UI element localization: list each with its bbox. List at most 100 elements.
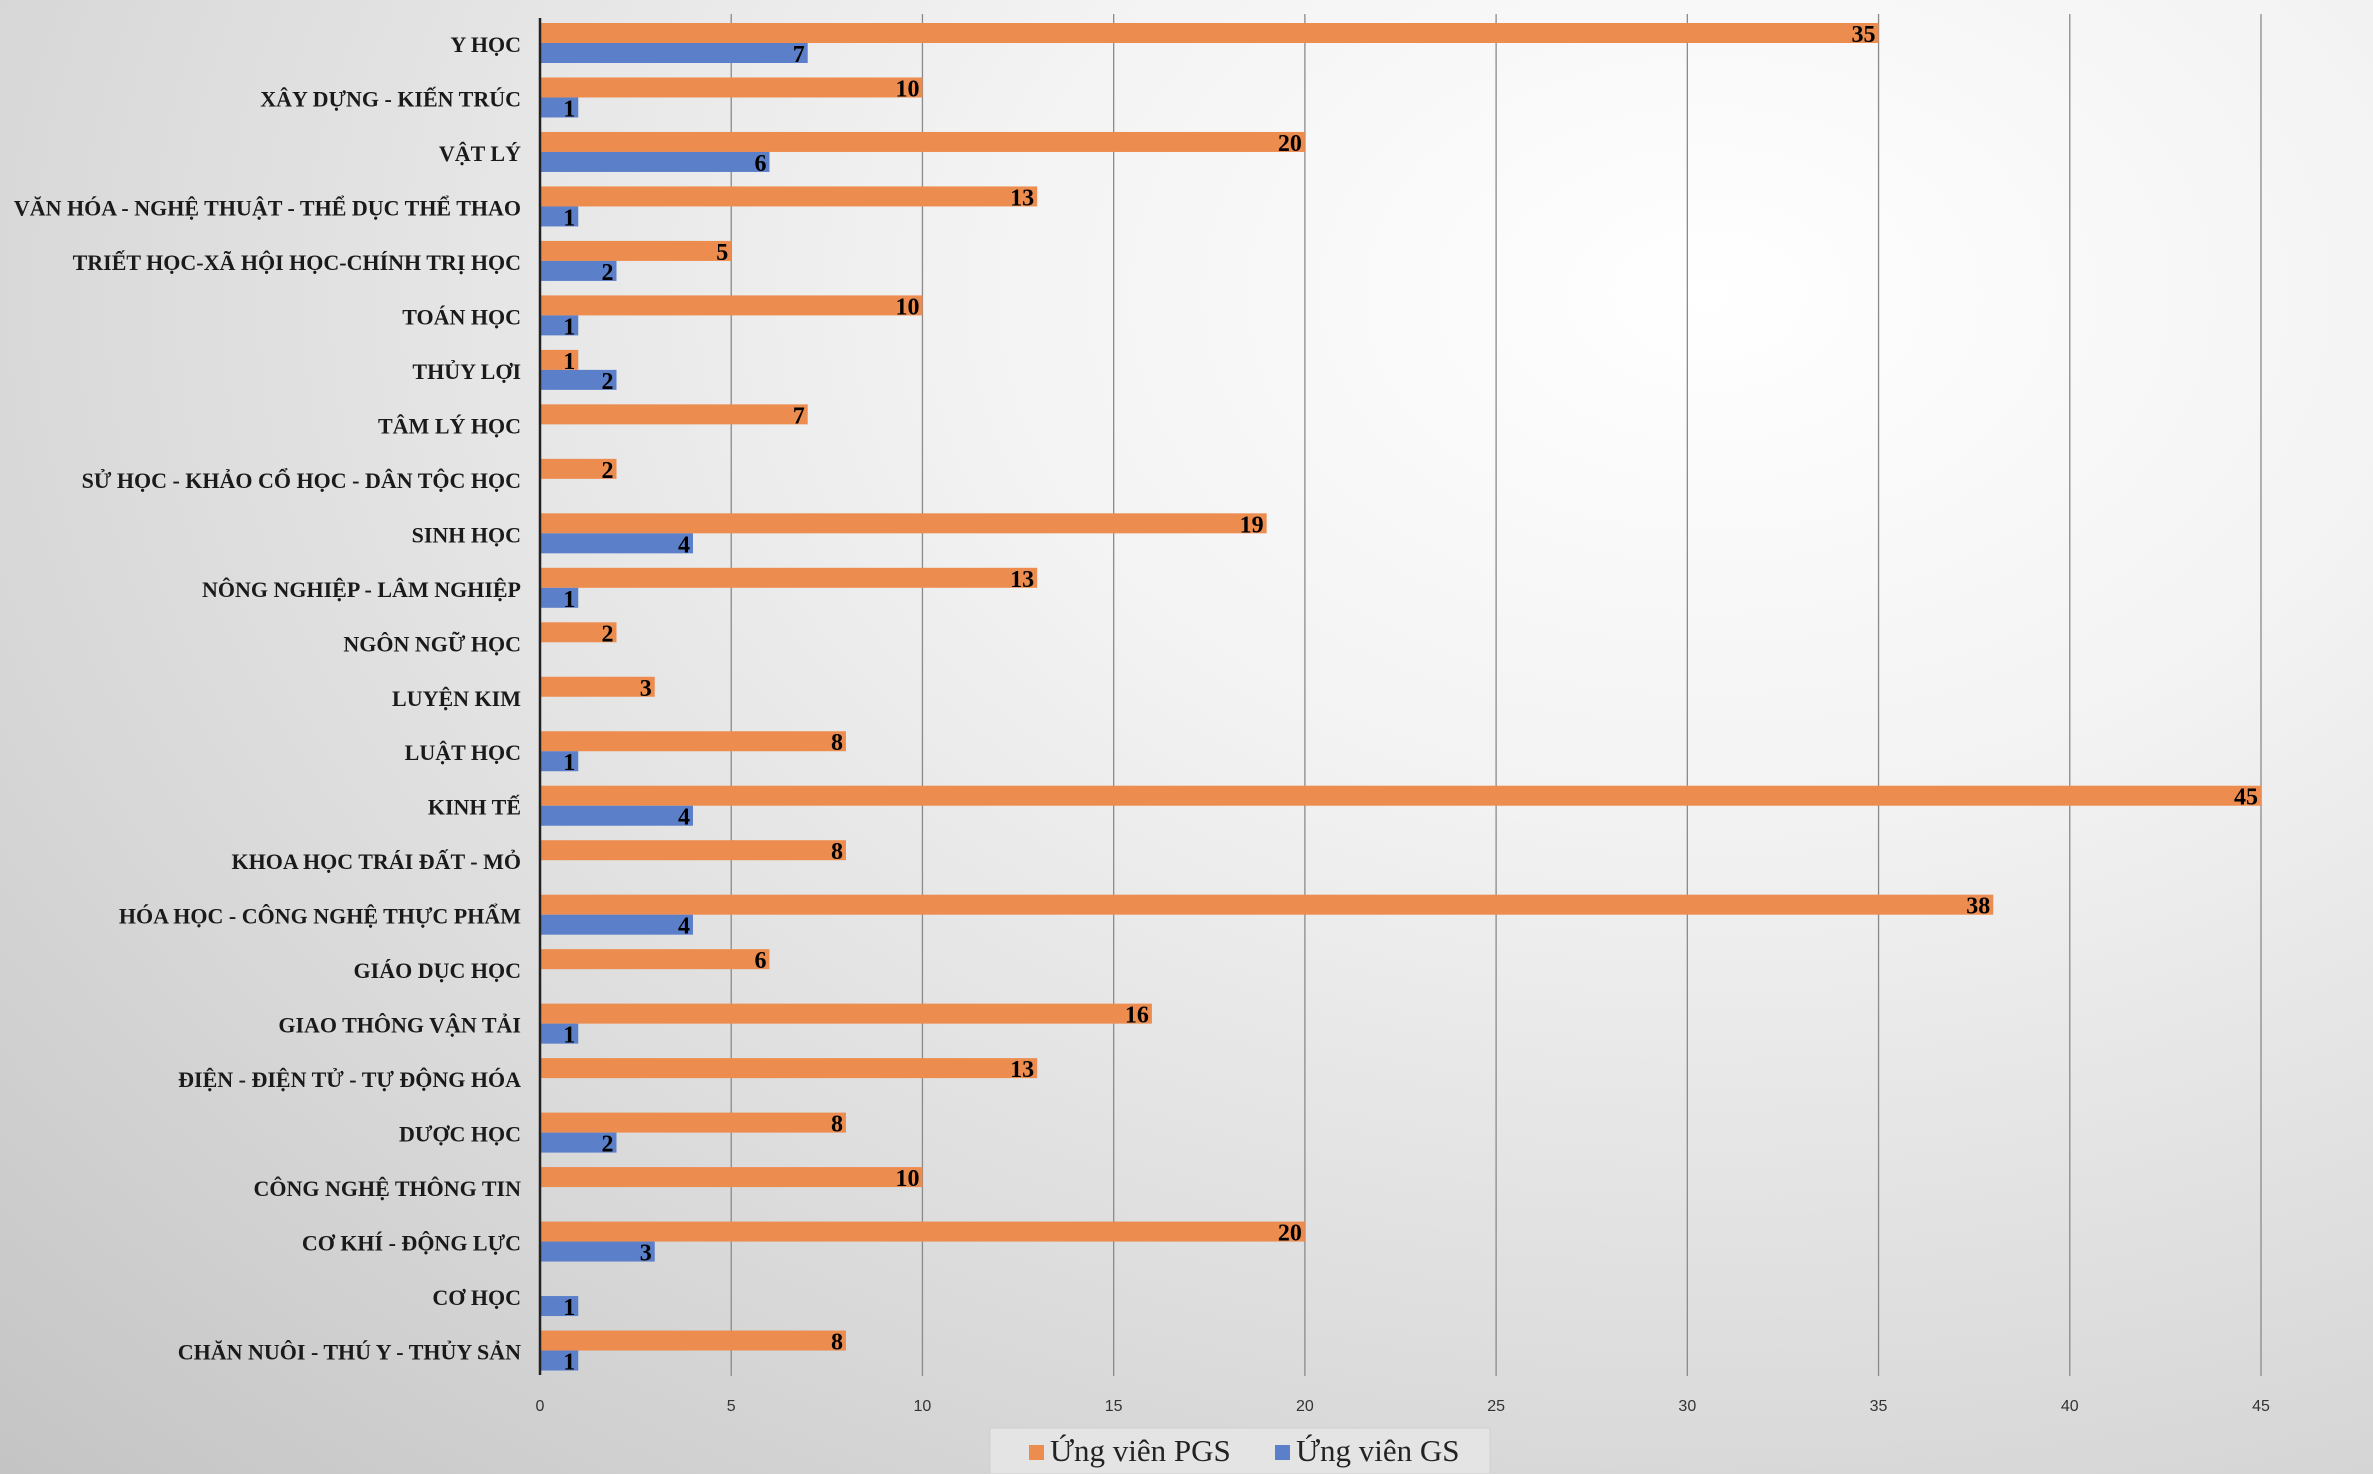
legend-label-gs: Ứng viên GS [1296, 1433, 1460, 1468]
category-label: ĐIỆN - ĐIỆN TỬ - TỰ ĐỘNG HÓA [178, 1067, 521, 1092]
legend: Ứng viên PGS Ứng viên GS [989, 1427, 1491, 1474]
x-tick-label: 0 [536, 1398, 545, 1415]
data-label-pgs: 13 [1010, 185, 1034, 211]
data-label-gs: 1 [563, 205, 575, 231]
x-tick-label: 15 [1105, 1398, 1123, 1415]
data-label-pgs: 35 [1852, 22, 1876, 48]
category-label: NÔNG NGHIỆP - LÂM NGHIỆP [202, 577, 521, 602]
category-label: DƯỢC HỌC [399, 1122, 521, 1147]
bar-pgs [540, 1003, 1152, 1024]
bar-gs [540, 206, 579, 227]
bar-pgs [540, 1330, 846, 1351]
category-label: TOÁN HỌC [402, 304, 521, 329]
bar-gs [540, 315, 579, 336]
legend-swatch-pgs [1029, 1445, 1044, 1460]
data-label-gs: 2 [601, 260, 613, 286]
category-label: XÂY DỰNG - KIẾN TRÚC [260, 86, 521, 111]
data-label-pgs: 6 [754, 948, 766, 974]
data-label-pgs: 8 [831, 839, 843, 865]
data-label-pgs: 10 [895, 76, 919, 102]
category-label: KHOA HỌC TRÁI ĐẤT - MỎ [232, 849, 522, 874]
data-label-pgs: 2 [601, 458, 613, 484]
bar-gs [540, 805, 693, 826]
bar-pgs [540, 1112, 846, 1133]
data-label-gs: 2 [601, 1132, 613, 1158]
category-label: NGÔN NGỮ HỌC [343, 631, 521, 656]
category-label: SỬ HỌC - KHẢO CỔ HỌC - DÂN TỘC HỌC [82, 468, 521, 493]
x-tick-label: 40 [2061, 1398, 2079, 1415]
data-label-pgs: 10 [895, 294, 919, 320]
data-label-pgs: 8 [831, 1112, 843, 1138]
data-label-pgs: 7 [793, 403, 805, 429]
data-label-pgs: 16 [1125, 1003, 1149, 1029]
bar-gs [540, 97, 579, 118]
data-label-pgs: 20 [1278, 1221, 1302, 1247]
category-label: CƠ KHÍ - ĐỘNG LỰC [302, 1231, 521, 1256]
data-label-gs: 4 [678, 914, 690, 940]
bars: 3571012061315210112721941312381454838461… [540, 22, 2261, 1376]
bar-pgs [540, 676, 655, 697]
category-label: TRIẾT HỌC-XÃ HỘI HỌC-CHÍNH TRỊ HỌC [73, 250, 521, 275]
bar-gs [540, 587, 579, 608]
bar-gs [540, 1241, 655, 1262]
category-label: THỦY LỢI [412, 359, 521, 384]
legend-background [989, 1427, 1491, 1474]
bar-pgs [540, 622, 617, 643]
data-label-pgs: 5 [716, 240, 728, 266]
bar-gs [540, 751, 579, 772]
category-label: Y HỌC [450, 32, 521, 57]
bar-gs [540, 260, 617, 281]
x-tick-label: 10 [914, 1398, 932, 1415]
data-label-gs: 1 [563, 1350, 575, 1376]
category-label: HÓA HỌC - CÔNG NGHỆ THỰC PHẨM [119, 904, 521, 929]
bar-pgs [540, 567, 1038, 588]
bar-pgs [540, 458, 617, 479]
data-label-pgs: 45 [2234, 785, 2258, 811]
data-label-gs: 6 [754, 151, 766, 177]
bar-pgs [540, 404, 808, 425]
category-label: VĂN HÓA - NGHỆ THUẬT - THỂ DỤC THỂ THAO [14, 195, 521, 220]
gridlines [730, 14, 2262, 1376]
bar-pgs [540, 349, 579, 370]
bar-gs [540, 151, 770, 172]
x-tick-label: 35 [1870, 1398, 1888, 1415]
data-label-pgs: 13 [1010, 567, 1034, 593]
bar-gs [540, 1023, 579, 1044]
bar-pgs [540, 840, 846, 861]
category-label: LUYỆN KIM [392, 686, 521, 711]
x-tick-label: 5 [727, 1398, 736, 1415]
data-label-gs: 2 [601, 369, 613, 395]
category-label: TÂM LÝ HỌC [378, 413, 521, 438]
data-label-pgs: 13 [1010, 1057, 1034, 1083]
legend-swatch-gs [1275, 1445, 1290, 1460]
bar-pgs [540, 131, 1305, 152]
category-label: GIÁO DỤC HỌC [354, 958, 521, 983]
data-label-pgs: 19 [1240, 512, 1264, 538]
data-label-gs: 3 [640, 1241, 652, 1267]
category-label: CÔNG NGHỆ THÔNG TIN [253, 1176, 521, 1201]
data-label-pgs: 10 [895, 1166, 919, 1192]
category-label: LUẬT HỌC [405, 740, 521, 765]
bar-pgs [540, 731, 846, 752]
bar-gs [540, 914, 693, 935]
data-label-pgs: 8 [831, 1330, 843, 1356]
data-label-gs: 1 [563, 96, 575, 122]
bar-gs [540, 1132, 617, 1153]
category-label: CHĂN NUÔI - THÚ Y - THỦY SẢN [178, 1340, 521, 1365]
bar-gs [540, 1350, 579, 1371]
x-tick-label: 20 [1296, 1398, 1314, 1415]
bar-gs [540, 43, 808, 63]
data-label-gs: 4 [678, 532, 690, 558]
bar-pgs [540, 240, 732, 261]
category-label: VẬT LÝ [439, 141, 521, 166]
data-label-pgs: 8 [831, 730, 843, 756]
bar-pgs [540, 23, 1879, 43]
category-labels: Y HỌC XÂY DỰNG - KIẾN TRÚC VẬT LÝ VĂN HÓA -… [14, 32, 521, 1365]
x-tick-label: 45 [2252, 1398, 2270, 1415]
bar-pgs [540, 186, 1038, 207]
bar-pgs [540, 949, 770, 970]
x-tick-label: 25 [1487, 1398, 1505, 1415]
data-label-gs: 1 [563, 1295, 575, 1321]
bar-pgs [540, 785, 2261, 806]
